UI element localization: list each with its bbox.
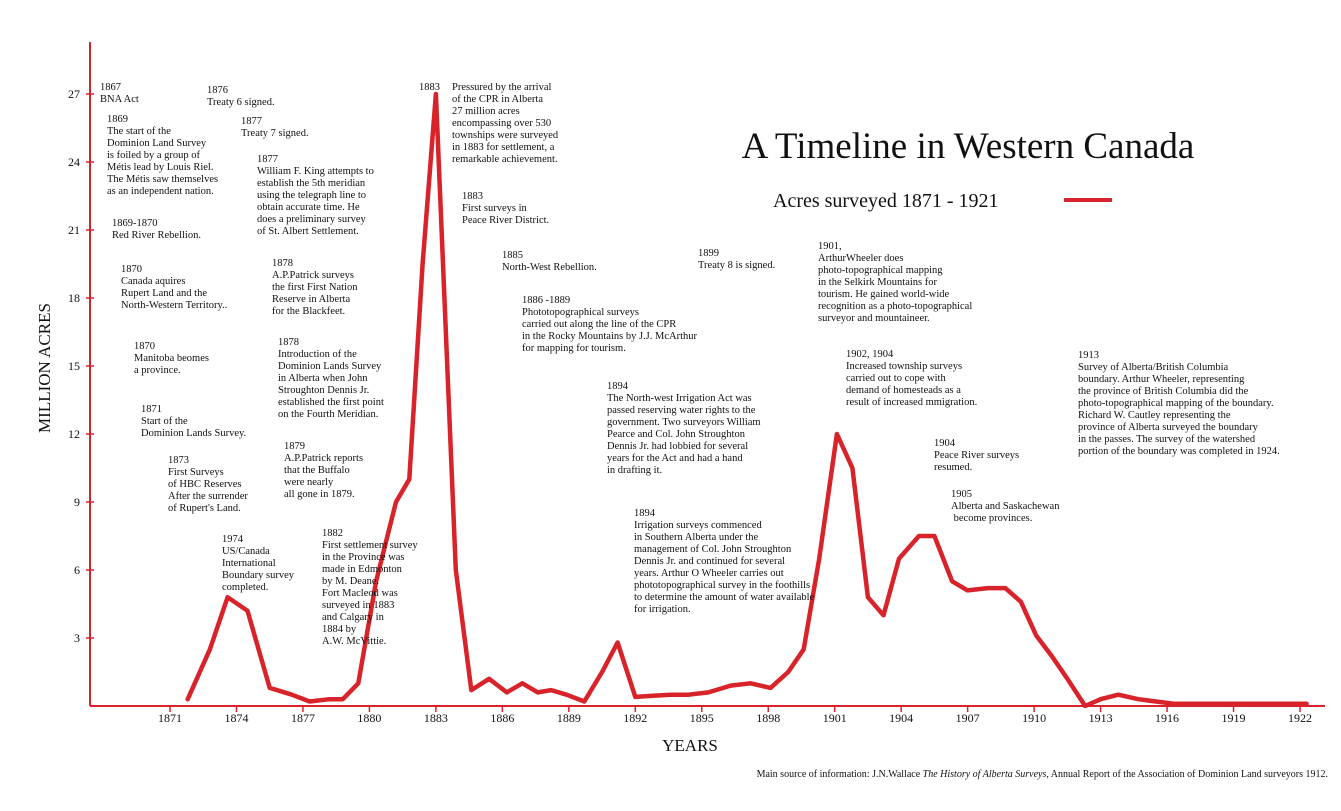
x-tick-label: 1898 [756,711,780,725]
annotation-a1877b: 1877 William F. King attempts to establish… [257,154,374,237]
annotation-a1883b: 1883 First surveys in Peace River District… [462,191,549,226]
annotation-a1867: 1867 BNA Act [100,82,139,105]
annotation-a1882: 1882 First settlement survey in the Provin… [322,528,418,647]
x-tick-label: 1874 [224,711,248,725]
legend-label: Acres surveyed 1871 - 1921 [773,190,999,212]
annotation-a1904: 1904 Peace River surveys resumed. [934,438,1019,473]
series-line [185,91,1309,709]
annotation-a1899: 1899 Treaty 8 is signed. [698,248,775,271]
series-layer [185,91,1309,709]
y-tick-label: 18 [68,291,80,305]
annotation-a1894a: 1894 The North-west Irrigation Act was pas… [607,381,761,476]
annotation-a1883label: 1883 [419,82,440,93]
y-tick-label: 12 [68,427,80,441]
y-tick-label: 21 [68,223,80,237]
annotation-a1901: 1901, ArthurWheeler does photo-topographic… [818,241,972,324]
annotation-a1878b: 1878 Introduction of the Dominion Lands Su… [278,337,384,420]
y-tick-label: 15 [68,359,80,373]
x-tick-label: 1913 [1089,711,1113,725]
x-tick-label: 1901 [823,711,847,725]
annotation-a1883a: Pressured by the arrival of the CPR in Al… [452,82,559,165]
x-tick-label: 1883 [424,711,448,725]
annotation-a1902: 1902, 1904 Increased township surveys carr… [846,349,977,408]
x-tick-label: 1907 [956,711,980,725]
x-tick-label: 1871 [158,711,182,725]
x-tick-label: 1880 [357,711,381,725]
y-tick-label: 27 [68,87,80,101]
x-tick-label: 1895 [690,711,714,725]
y-tick-label: 24 [68,155,80,169]
x-tick-label: 1892 [623,711,647,725]
y-tick-label: 6 [74,563,80,577]
annotation-a1877a: 1877 Treaty 7 signed. [241,116,309,139]
annotation-a1869b: 1869-1870 Red River Rebellion. [112,218,201,241]
annotation-a1879: 1879 A.P.Patrick reports that the Buffalo w… [284,441,363,500]
x-tick-label: 1886 [490,711,514,725]
annotation-a1870: 1870 Canada aquires Rupert Land and the Nor… [121,264,227,311]
annotation-a1871: 1871 Start of the Dominion Lands Survey. [141,404,246,439]
annotation-a1878a: 1878 A.P.Patrick surveys the first First N… [272,258,358,317]
y-tick-label: 9 [74,495,80,509]
annotation-a1885: 1885 North-West Rebellion. [502,250,597,273]
chart-title: A Timeline in Western Canada [742,126,1195,167]
y-tick-label: 3 [74,631,80,645]
x-tick-label: 1919 [1222,711,1246,725]
annotation-a1876: 1876 Treaty 6 signed. [207,85,275,108]
annotation-a1913: 1913 Survey of Alberta/British Columbia bo… [1078,350,1280,457]
annotation-a1886: 1886 -1889 Phototopographical surveys carr… [522,295,697,354]
source-note: Main source of information: J.N.Wallace … [757,769,1328,780]
y-axis-title: MILLION ACRES [35,303,54,433]
annotation-a1870b: 1870 Manitoba beomes a province. [134,341,209,376]
x-tick-label: 1889 [557,711,581,725]
annotation-a1869: 1869 The start of the Dominion Land Survey… [107,114,218,197]
annotation-a1974: 1974 US/Canada International Boundary surve… [222,534,295,593]
x-tick-label: 1916 [1155,711,1179,725]
annotation-a1905: 1905 Alberta and Saskachewan become provi… [951,489,1060,524]
axes: 3 6 9 12 15 18 21 24 27 1871 1874 1877 1880 1883 1886 1… [68,42,1325,725]
x-tick-label: 1904 [889,711,913,725]
annotations-layer: 1867 BNA Act 1869 The start of the Dominion … [100,82,1280,647]
annotation-a1873: 1873 First Surveys of HBC Reserves After th… [168,455,248,514]
annotation-a1894b: 1894 Irrigation surveys commenced in South… [634,508,815,615]
x-tick-label: 1910 [1022,711,1046,725]
x-axis-title: YEARS [662,736,718,755]
x-tick-label: 1922 [1288,711,1312,725]
x-tick-label: 1877 [291,711,315,725]
